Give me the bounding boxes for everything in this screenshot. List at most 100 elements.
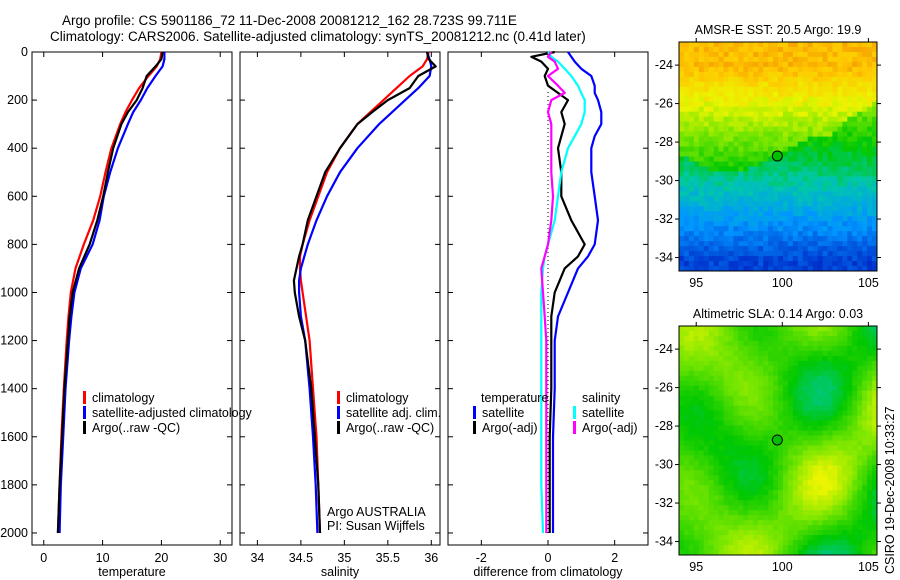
map-cell [683, 330, 690, 337]
map-cell [693, 56, 700, 63]
map-cell [778, 71, 784, 78]
map-cell [807, 256, 814, 262]
map-cell [698, 445, 705, 451]
map-cell [802, 370, 809, 377]
map-cell [713, 131, 720, 138]
map-cell [872, 450, 878, 456]
map-cell [683, 510, 690, 516]
map-cell [857, 251, 863, 257]
map-cell [683, 370, 690, 377]
map-cell [728, 435, 734, 441]
y-tick-label: -28 [655, 419, 673, 433]
map-cell [842, 410, 848, 417]
map-cell [807, 545, 814, 551]
map-cell [698, 475, 705, 481]
map-cell [768, 475, 774, 481]
map-cell [807, 136, 814, 143]
map-cell [782, 360, 789, 367]
map-cell [763, 251, 769, 257]
map-cell [768, 495, 774, 501]
map-cell [837, 56, 843, 63]
map-cell [812, 61, 819, 68]
map-cell [698, 525, 705, 531]
map-cell [837, 261, 843, 267]
map-cell [733, 370, 739, 377]
map-cell [768, 116, 774, 123]
map-cell [792, 525, 799, 531]
map-cell [812, 261, 819, 267]
map-cell [852, 425, 858, 432]
map-cell [837, 415, 843, 422]
map-cell [812, 430, 819, 437]
map-cell [857, 435, 863, 441]
map-cell [743, 176, 749, 182]
map-cell [748, 266, 754, 272]
map-cell [812, 460, 819, 466]
map-cell [683, 131, 690, 138]
series-line-satellite-adj-clim- [298, 51, 433, 534]
map-cell [688, 395, 695, 402]
map-cell [872, 106, 878, 113]
map-cell [872, 61, 878, 68]
map-cell [748, 515, 754, 521]
map-cell [837, 42, 843, 48]
map-cell [713, 345, 720, 352]
map-cell [723, 96, 729, 103]
map-cell [812, 81, 819, 88]
map-cell [758, 61, 764, 68]
map-cell [792, 121, 799, 128]
map-cell [723, 236, 729, 242]
map-cell [773, 111, 779, 118]
map-cell [867, 206, 873, 212]
map-cell [802, 151, 809, 157]
map-cell [837, 71, 843, 78]
map-cell [773, 445, 779, 451]
map-cell [698, 326, 705, 332]
map-cell [723, 196, 729, 202]
argo-location-marker [771, 150, 783, 162]
map-cell [872, 196, 878, 202]
map-cell [812, 390, 819, 397]
map-cell [802, 350, 809, 357]
map-cell [713, 106, 720, 113]
map-cell [817, 66, 824, 73]
map-cell [768, 171, 774, 177]
map-cell [768, 216, 774, 222]
map-cell [708, 475, 715, 481]
map-cell [778, 360, 784, 367]
map-cell [802, 415, 809, 422]
map-cell [703, 96, 710, 103]
map-cell [679, 345, 685, 352]
map-cell [812, 101, 819, 108]
map-cell [768, 410, 774, 417]
map-cell [797, 505, 804, 511]
map-cell [792, 340, 799, 347]
map-cell [753, 345, 759, 352]
map-cell [827, 231, 833, 237]
map-cell [708, 191, 715, 197]
map-cell [852, 550, 858, 556]
map-cell [703, 340, 710, 347]
map-cell [792, 106, 799, 113]
map-cell [763, 61, 769, 68]
map-cell [852, 56, 858, 63]
map-cell [728, 355, 734, 362]
x-axis-label: difference from climatology [473, 565, 623, 579]
map-cell [792, 266, 799, 272]
map-cell [792, 256, 799, 262]
map-cell [748, 91, 754, 98]
map-cell [713, 390, 720, 397]
map-cell [862, 201, 868, 207]
map-cell [847, 500, 853, 506]
map-cell [683, 241, 690, 247]
map-cell [718, 131, 725, 138]
map-cell [782, 500, 789, 506]
map-cell [723, 246, 729, 252]
map-cell [822, 375, 828, 382]
map-cell [872, 266, 878, 272]
map-cell [708, 375, 715, 382]
map-cell [782, 475, 789, 481]
map-cell [822, 365, 828, 372]
map-cell [832, 340, 838, 347]
map-cell [763, 380, 769, 387]
